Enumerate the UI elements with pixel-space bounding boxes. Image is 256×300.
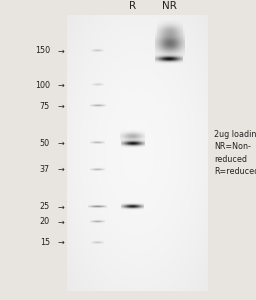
Text: →: → [57, 139, 64, 148]
Text: 20: 20 [40, 218, 50, 226]
Text: 15: 15 [40, 238, 50, 247]
Text: 75: 75 [40, 102, 50, 111]
Text: →: → [57, 102, 64, 111]
Text: →: → [57, 238, 64, 247]
Text: →: → [57, 81, 64, 90]
Text: 37: 37 [40, 165, 50, 174]
Text: R: R [129, 2, 136, 11]
Text: NR: NR [162, 2, 177, 11]
Text: 2ug loading
NR=Non-
reduced
R=reduced: 2ug loading NR=Non- reduced R=reduced [214, 130, 256, 176]
Text: →: → [57, 202, 64, 211]
Text: 50: 50 [40, 139, 50, 148]
Text: →: → [57, 46, 64, 56]
Text: 25: 25 [40, 202, 50, 211]
Text: 100: 100 [35, 81, 50, 90]
Text: 150: 150 [35, 46, 50, 56]
Text: →: → [57, 165, 64, 174]
Text: →: → [57, 218, 64, 226]
